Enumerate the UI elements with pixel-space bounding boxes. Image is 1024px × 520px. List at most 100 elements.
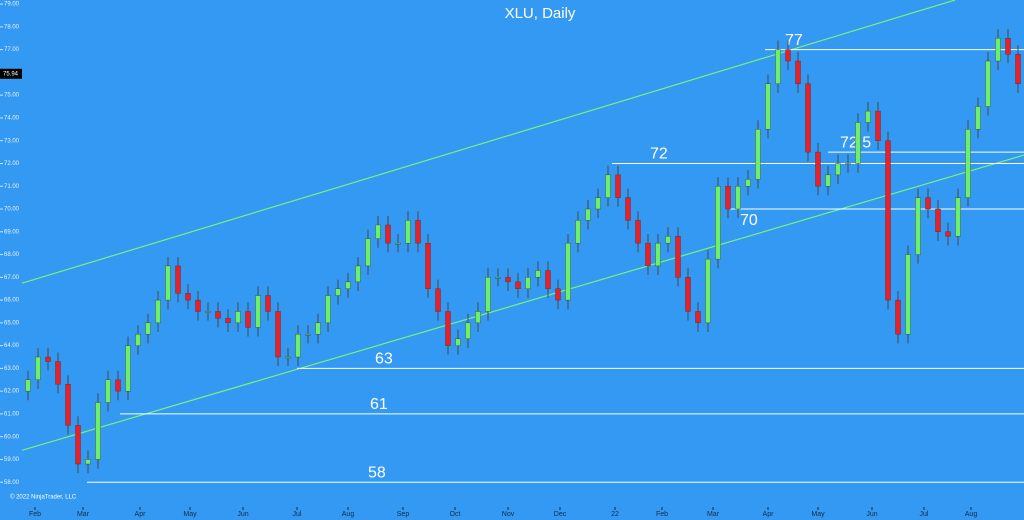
candle-body: [165, 265, 171, 301]
x-tick-label: Sep: [397, 511, 410, 518]
candle-body: [505, 277, 511, 283]
x-tick-label: Aug: [342, 511, 355, 518]
candle-body: [485, 277, 491, 312]
candle-body: [575, 220, 581, 244]
candle-body: [225, 318, 231, 324]
candle-body: [705, 258, 711, 324]
y-tick-label: 64.00: [4, 343, 20, 349]
candle-body: [185, 293, 191, 301]
candle-body: [725, 186, 731, 210]
candle-body: [395, 242, 401, 245]
y-tick-label: 69.00: [4, 229, 20, 235]
candle-body: [275, 311, 281, 358]
x-tick-label: Oct: [450, 511, 461, 518]
y-tick-label: 61.00: [4, 412, 20, 418]
candle-body: [155, 299, 161, 324]
candle-body: [355, 265, 361, 283]
x-tick-label: 22: [611, 511, 619, 518]
y-tick-label: 67.00: [4, 275, 20, 281]
candle-body: [345, 281, 351, 289]
x-tick-label: Jul: [920, 511, 929, 518]
x-tick-label: Mar: [707, 511, 720, 518]
x-tick-label: Mar: [77, 511, 90, 518]
y-tick-label: 71.00: [4, 184, 20, 190]
candle-body: [925, 197, 931, 210]
candle-body: [985, 60, 991, 107]
candle-body: [655, 242, 661, 267]
candle-body: [595, 197, 601, 210]
candle-body: [775, 49, 781, 84]
candle-body: [735, 186, 741, 210]
y-tick-label: 65.00: [4, 320, 20, 326]
candle-body: [1015, 53, 1021, 84]
candle-body: [685, 277, 691, 312]
candle-body: [605, 174, 611, 198]
candle-body: [385, 224, 391, 244]
candle-body: [45, 356, 51, 362]
x-tick-label: Jul: [293, 511, 302, 518]
candle-body: [695, 311, 701, 324]
candle-body: [325, 295, 331, 324]
x-tick-label: Jun: [237, 511, 248, 518]
candle-body: [455, 338, 461, 346]
y-tick-label: 73.00: [4, 138, 20, 144]
candle-body: [875, 110, 881, 141]
copyright: © 2022 NinjaTrader, LLC: [10, 494, 77, 501]
candle-body: [545, 270, 551, 289]
candle-body: [965, 129, 971, 198]
y-tick-label: 62.00: [4, 389, 20, 395]
x-tick-label: Apr: [763, 511, 775, 518]
candle-body: [675, 236, 681, 278]
candle-body: [825, 174, 831, 187]
candle-body: [255, 295, 261, 328]
y-tick-label: 78.00: [4, 24, 20, 30]
candle-body: [895, 299, 901, 335]
candle-body: [235, 311, 241, 324]
candle-body: [975, 106, 981, 130]
candle-body: [135, 334, 141, 346]
candle-body: [525, 277, 531, 289]
y-tick-label: 77.00: [4, 47, 20, 53]
candle-body: [445, 311, 451, 346]
candle-body: [95, 402, 101, 460]
candle-body: [945, 231, 951, 237]
candle-body: [585, 208, 591, 221]
candle-body: [245, 311, 251, 328]
candle-body: [175, 265, 181, 294]
candle-body: [1005, 38, 1011, 55]
y-tick-label: 66.00: [4, 298, 20, 304]
level-label: 61: [370, 396, 388, 413]
candle-body: [515, 281, 521, 289]
candle-body: [265, 295, 271, 312]
x-tick-label: Jun: [866, 511, 877, 518]
candle-body: [75, 425, 81, 465]
candle-body: [855, 122, 861, 164]
candle-body: [615, 174, 621, 198]
y-tick-label: 72.00: [4, 161, 20, 167]
candle-body: [415, 220, 421, 244]
y-tick-label: 70.00: [4, 207, 20, 213]
candle-body: [365, 238, 371, 267]
candle-body: [25, 379, 31, 392]
candle-body: [885, 140, 891, 301]
chart-title: XLU, Daily: [505, 5, 576, 22]
candle-body: [865, 110, 871, 123]
level-label: 58: [368, 464, 386, 481]
candle-body: [915, 197, 921, 255]
candle-body: [795, 60, 801, 84]
candle-body: [475, 311, 481, 324]
candle-body: [665, 236, 671, 244]
x-tick-label: Nov: [502, 511, 515, 518]
x-tick-label: May: [183, 511, 197, 518]
y-tick-label: 60.00: [4, 434, 20, 440]
candle-body: [55, 361, 61, 385]
candle-body: [745, 179, 751, 187]
y-tick-label: 59.00: [4, 457, 20, 463]
trendline: [21, 0, 956, 284]
candle-body: [105, 379, 111, 403]
last-price-label: 75.94: [3, 71, 19, 77]
y-tick-label: 68.00: [4, 252, 20, 258]
x-tick-label: Feb: [29, 511, 41, 518]
candle-body: [845, 163, 851, 165]
